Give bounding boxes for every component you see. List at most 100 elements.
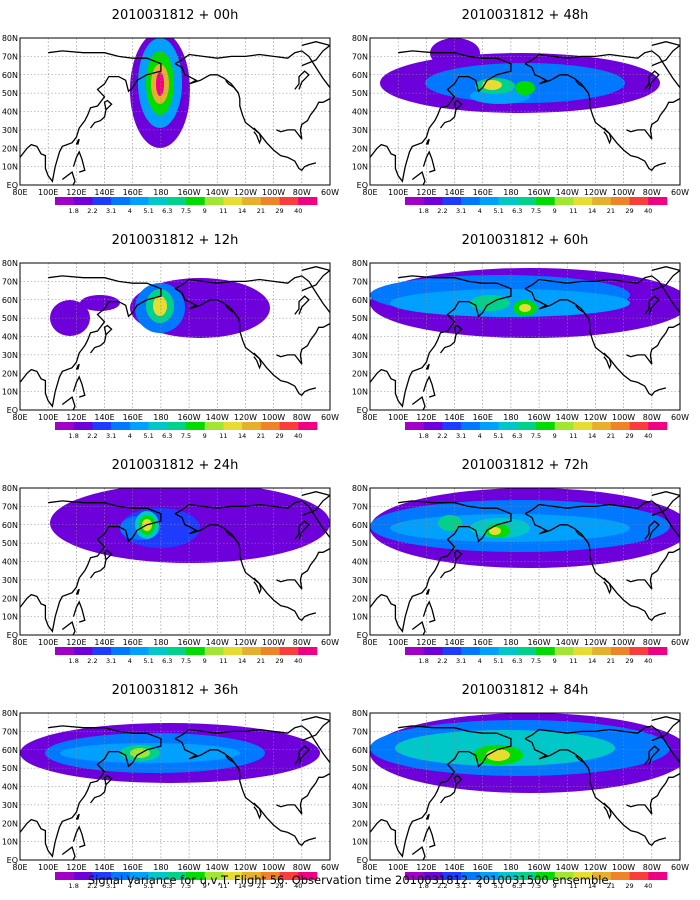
colorbar-swatch	[223, 872, 243, 880]
colorbar-swatch	[260, 872, 280, 880]
colorbar-label: 29	[625, 882, 633, 890]
longitude-label: 120W	[584, 188, 607, 197]
variance-shading	[519, 304, 531, 312]
colorbar-swatch	[111, 422, 131, 430]
coastline	[651, 41, 680, 67]
longitude-label: 160W	[177, 188, 200, 197]
map-panel: 2010031812 + 84h 80N 70N 60N 50N 40N 30N 20N 10N…	[350, 675, 700, 900]
longitude-label: 160E	[473, 863, 493, 872]
longitude-label: 80E	[12, 638, 27, 647]
colorbar-label: 1.8	[69, 657, 79, 665]
latitude-label: 70N	[352, 502, 368, 511]
variance-shading	[80, 295, 120, 311]
colorbar-swatch	[73, 197, 93, 205]
colorbar-label: 29	[275, 207, 283, 215]
colorbar-label: 21	[257, 432, 265, 440]
colorbar-label: 29	[275, 657, 283, 665]
colorbar-swatch	[423, 422, 443, 430]
colorbar-label: 1.8	[69, 432, 79, 440]
longitude-label: 160W	[527, 863, 550, 872]
colorbar: 1.8 2.2 3.1 4 5.1 6.3 7.5 9 11 14 21 29 40	[405, 647, 668, 665]
colorbar-swatch	[648, 197, 668, 205]
latitude-label: 60N	[2, 746, 18, 755]
colorbar: 1.8 2.2 3.1 4 5.1 6.3 7.5 9 11 14 21 29 40	[55, 422, 318, 440]
colorbar-label: 2.2	[87, 882, 97, 890]
longitude-label: 80E	[12, 863, 27, 872]
latitude-label: 80N	[352, 34, 368, 43]
colorbar-label: 7.5	[181, 882, 191, 890]
colorbar-label: 2.2	[437, 207, 447, 215]
colorbar-label: 2.2	[87, 657, 97, 665]
latitude-label: 20N	[2, 144, 18, 153]
colorbar-swatch	[629, 647, 649, 655]
coastline	[575, 304, 589, 319]
coastline	[75, 813, 80, 820]
colorbar-label: 5.1	[143, 882, 153, 890]
coastline	[411, 396, 426, 410]
latitude-label: 50N	[352, 764, 368, 773]
longitude-label: 160W	[177, 863, 200, 872]
colorbar-swatch	[442, 197, 462, 205]
colorbar-swatch	[92, 872, 112, 880]
colorbar-swatch	[92, 197, 112, 205]
colorbar-swatch	[73, 872, 93, 880]
coastline	[174, 738, 317, 847]
colorbar-label: 5.1	[143, 657, 153, 665]
coastline	[425, 813, 430, 820]
colorbar-label: 40	[294, 882, 302, 890]
colorbar-label: 9	[553, 432, 557, 440]
figure-caption: Signal Variance for u,v,T. Flight 56. Ob…	[87, 873, 613, 887]
colorbar-swatch	[148, 872, 168, 880]
coastline	[651, 266, 680, 292]
coastline	[72, 825, 86, 848]
colorbar-label: 5.1	[493, 882, 503, 890]
colorbar-label: 14	[588, 882, 596, 890]
map-panel: 2010031812 + 24h 80N 70N 60N 50N 40N 30N 20N 10N…	[0, 450, 350, 675]
colorbar-label: 5.1	[493, 432, 503, 440]
colorbar-swatch	[111, 647, 131, 655]
coastline	[575, 529, 589, 544]
latitude-label: 20N	[2, 369, 18, 378]
colorbar-swatch	[479, 647, 499, 655]
colorbar-swatch	[298, 647, 318, 655]
colorbar-label: 9	[203, 207, 207, 215]
coastline	[626, 773, 680, 815]
longitude-label: 100E	[388, 188, 408, 197]
colorbar-label: 5.1	[143, 432, 153, 440]
latitude-label: 40N	[2, 333, 18, 342]
colorbar-label: 3.1	[456, 432, 466, 440]
colorbar-swatch	[167, 422, 187, 430]
longitude-label: 80E	[362, 638, 377, 647]
colorbar-label: 7.5	[531, 432, 541, 440]
colorbar-label: 7.5	[181, 432, 191, 440]
longitude-label: 100W	[262, 638, 285, 647]
coastline	[644, 745, 660, 765]
colorbar-swatch	[461, 197, 481, 205]
coastline	[225, 304, 239, 319]
colorbar-swatch	[92, 647, 112, 655]
longitude-label: 100W	[262, 863, 285, 872]
latitude-label: 30N	[352, 351, 368, 360]
latitude-label: 60N	[352, 296, 368, 305]
colorbar-label: 14	[238, 657, 246, 665]
longitude-label: 120W	[234, 638, 257, 647]
longitude-label: 120E	[66, 413, 86, 422]
colorbar-swatch	[260, 197, 280, 205]
longitude-label: 100E	[388, 863, 408, 872]
latitude-label: EQ	[357, 181, 368, 190]
longitude-label: 120W	[234, 863, 257, 872]
colorbar-swatch	[479, 197, 499, 205]
latitude-label: 40N	[352, 558, 368, 567]
colorbar-label: 9	[553, 207, 557, 215]
colorbar-label: 11	[219, 882, 227, 890]
coastline	[644, 295, 660, 315]
colorbar-swatch	[279, 197, 299, 205]
colorbar-label: 6.3	[512, 882, 522, 890]
longitude-label: 80W	[643, 638, 661, 647]
latitude-label: 30N	[2, 801, 18, 810]
coastline	[651, 491, 680, 517]
